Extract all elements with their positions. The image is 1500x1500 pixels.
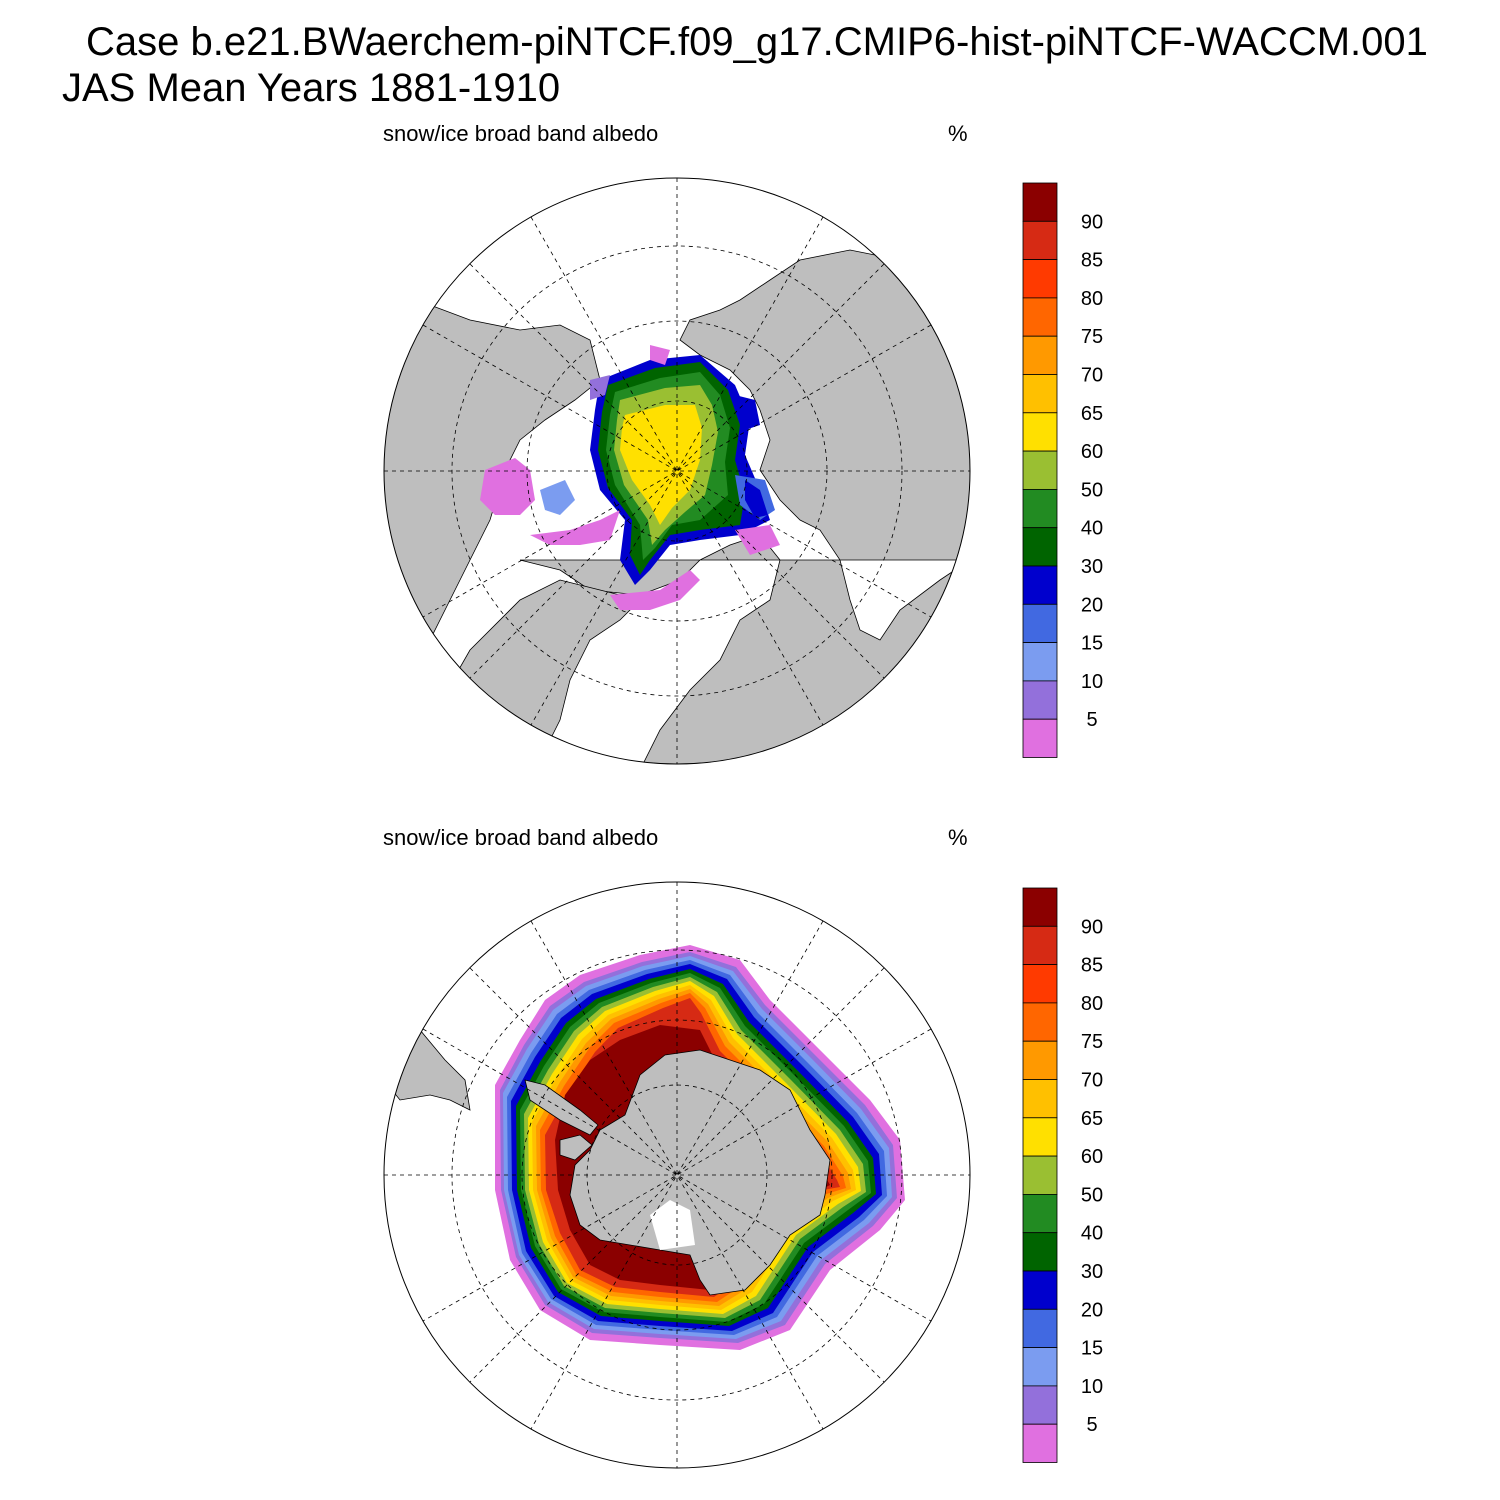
south-colorbar-swatch: [1022, 1270, 1058, 1310]
figure-title-period: JAS Mean Years 1881-1910: [62, 66, 561, 110]
north-hudson-low: [480, 458, 535, 515]
north-colorbar-swatch: [1022, 488, 1058, 529]
north-colorbar-swatch: [1022, 565, 1058, 605]
south-colorbar-tick-label: 60: [1081, 1146, 1103, 1168]
south-colorbar-swatch: [1022, 1040, 1058, 1080]
south-colorbar-tick-label: 80: [1081, 993, 1103, 1015]
south-colorbar-tick-label: 40: [1081, 1223, 1103, 1245]
north-panel-units: %: [948, 121, 968, 146]
south-colorbar-tick-label: 50: [1081, 1184, 1103, 1206]
north-colorbar-tick-label: 65: [1081, 403, 1103, 425]
south-colorbar-tick-label: 90: [1081, 916, 1103, 938]
south-colorbar-tick-label: 65: [1081, 1108, 1103, 1130]
north-colorbar-tick-label: 80: [1081, 288, 1103, 310]
north-colorbar-swatch: [1022, 450, 1058, 490]
south-panel-units: %: [948, 825, 968, 850]
north-colorbar-tick-label: 70: [1081, 365, 1103, 387]
north-colorbar-swatch: [1022, 680, 1058, 720]
south-polar-map: [383, 881, 971, 1469]
south-colorbar: 90 85 80 75 70 65 60 50 40 30 20 15 10 5: [1022, 887, 1103, 1463]
south-colorbar-tick-label: 10: [1081, 1376, 1103, 1398]
south-colorbar-swatch: [1022, 887, 1058, 927]
north-colorbar-swatch: [1022, 412, 1058, 452]
north-colorbar-tick-label: 50: [1081, 479, 1103, 501]
north-colorbar-tick-label: 85: [1081, 250, 1103, 272]
south-colorbar-swatch: [1022, 1308, 1058, 1349]
south-colorbar-tick-label: 70: [1081, 1070, 1103, 1092]
figure-title-case: Case b.e21.BWaerchem-piNTCF.f09_g17.CMIP…: [86, 20, 1428, 64]
north-colorbar-tick-label: 5: [1086, 709, 1097, 731]
south-colorbar-swatch: [1022, 964, 1058, 1004]
north-colorbar-tick-label: 15: [1081, 633, 1103, 655]
north-colorbar-swatch: [1022, 220, 1058, 261]
south-land-antarctica: [569, 1049, 831, 1296]
north-colorbar-swatch: [1022, 182, 1058, 222]
south-colorbar-tick-label: 15: [1081, 1338, 1103, 1360]
north-colorbar-swatch: [1022, 642, 1058, 682]
north-panel-title: snow/ice broad band albedo: [383, 121, 659, 146]
south-colorbar-tick-label: 5: [1086, 1414, 1097, 1436]
north-colorbar-swatch: [1022, 297, 1058, 337]
south-colorbar-tick-label: 30: [1081, 1261, 1103, 1283]
north-colorbar-tick-label: 10: [1081, 671, 1103, 693]
north-colorbar-swatch: [1022, 374, 1058, 414]
north-colorbar-swatch: [1022, 527, 1058, 567]
south-colorbar-swatch: [1022, 1117, 1058, 1157]
north-colorbar-tick-label: 30: [1081, 556, 1103, 578]
south-colorbar-tick-label: 75: [1081, 1031, 1103, 1053]
north-colorbar-tick-label: 20: [1081, 594, 1103, 616]
north-colorbar-tick-label: 90: [1081, 211, 1103, 233]
north-colorbar-swatch: [1022, 259, 1058, 299]
south-colorbar-swatch: [1022, 1155, 1058, 1195]
south-colorbar-swatch: [1022, 1423, 1058, 1463]
north-polar-map: [383, 177, 971, 765]
north-colorbar-tick-label: 60: [1081, 441, 1103, 463]
south-colorbar-swatch: [1022, 1385, 1058, 1425]
south-colorbar-swatch: [1022, 1232, 1058, 1272]
north-colorbar-tick-label: 75: [1081, 326, 1103, 348]
south-colorbar-swatch: [1022, 1194, 1058, 1234]
north-colorbar-swatch: [1022, 603, 1058, 643]
south-colorbar-swatch: [1022, 1002, 1058, 1042]
south-colorbar-swatch: [1022, 1347, 1058, 1387]
south-colorbar-tick-label: 20: [1081, 1299, 1103, 1321]
north-colorbar-swatch: [1022, 718, 1058, 758]
south-colorbar-swatch: [1022, 1079, 1058, 1119]
south-colorbar-swatch: [1022, 925, 1058, 965]
south-panel-title: snow/ice broad band albedo: [383, 825, 659, 850]
south-colorbar-tick-label: 85: [1081, 955, 1103, 977]
north-colorbar: 90 85 80 75 70 65 60 50 40 30 20 15 10 5: [1022, 182, 1103, 758]
north-colorbar-tick-label: 40: [1081, 518, 1103, 540]
north-colorbar-swatch: [1022, 335, 1058, 375]
